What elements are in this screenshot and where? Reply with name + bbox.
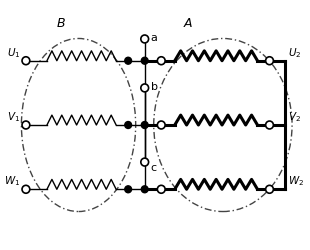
Circle shape [157,57,165,65]
Text: $U_1$: $U_1$ [7,46,20,60]
Text: $V_2$: $V_2$ [288,110,301,124]
Circle shape [266,121,273,129]
Circle shape [22,185,30,193]
Circle shape [125,122,131,128]
Circle shape [125,57,131,64]
Text: $V_1$: $V_1$ [7,110,20,124]
Text: A: A [184,17,193,30]
Text: $W_1$: $W_1$ [4,174,20,188]
Circle shape [141,35,148,43]
Text: B: B [56,17,65,30]
Text: $W_2$: $W_2$ [288,174,304,188]
Text: c: c [151,163,157,173]
Text: $U_2$: $U_2$ [288,46,302,60]
Circle shape [157,185,165,193]
Circle shape [125,186,131,193]
Circle shape [266,57,273,65]
Circle shape [157,121,165,129]
Circle shape [141,57,148,64]
Circle shape [141,122,148,128]
Circle shape [141,186,148,193]
Circle shape [141,84,148,92]
Circle shape [22,121,30,129]
Circle shape [266,185,273,193]
Circle shape [22,57,30,65]
Text: b: b [151,82,157,92]
Circle shape [141,158,148,166]
Text: a: a [151,33,157,43]
